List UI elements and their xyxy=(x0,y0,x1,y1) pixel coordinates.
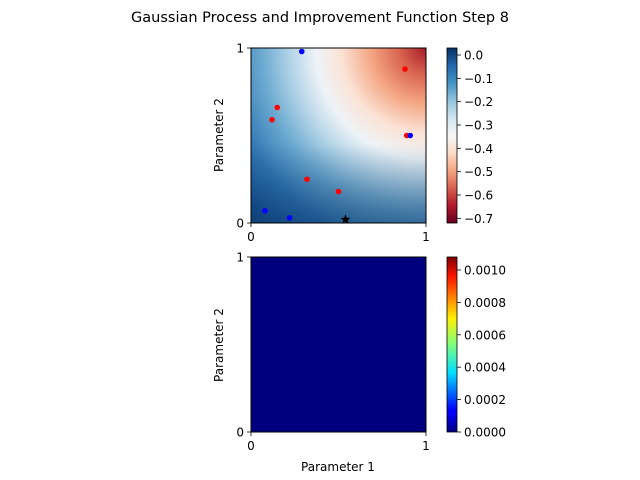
top-xtick-label: 0 xyxy=(247,230,255,244)
best-point-star-icon xyxy=(340,214,351,224)
bottom-ticks-layer: 0 1 0 1 xyxy=(236,251,429,454)
bottom-ylabel: Parameter 2 xyxy=(212,308,226,382)
top-colorbar-tick-label: −0.3 xyxy=(464,119,493,133)
red-sample-point xyxy=(335,188,342,195)
bottom-ytick-label: 1 xyxy=(236,251,244,265)
bottom-colorbar-tick-label: 0.0010 xyxy=(464,263,506,277)
bottom-xtick-label: 0 xyxy=(247,439,255,453)
top-colorbar-tick-label: −0.2 xyxy=(464,95,493,109)
bottom-colorbar-tick-label: 0.0000 xyxy=(464,426,506,440)
bottom-colorbar-tick-label: 0.0006 xyxy=(464,328,506,342)
top-colorbar-tick-label: −0.5 xyxy=(464,165,493,179)
blue-sample-point xyxy=(286,214,293,221)
top-panel: 0 1 0 1 Parameter 2 0.0 −0.1 −0.2 −0.3 −0.4 −0.5… xyxy=(212,42,493,245)
bottom-colorbar-tick-label: 0.0002 xyxy=(464,393,506,407)
bottom-axes-frame xyxy=(250,256,427,433)
top-colorbar-tick-label: −0.1 xyxy=(464,72,493,86)
top-ytick-label: 1 xyxy=(236,42,244,56)
top-points-layer xyxy=(262,48,414,224)
red-sample-point xyxy=(269,116,275,123)
bottom-xtick-label: 1 xyxy=(422,439,430,453)
red-sample-point xyxy=(274,104,281,111)
top-colorbar-tick-label: −0.4 xyxy=(464,142,493,156)
top-heatmap-shade xyxy=(251,48,426,223)
bottom-colorbar-tick-label: 0.0004 xyxy=(464,361,506,375)
bottom-colorbar-tick-label: 0.0008 xyxy=(464,296,506,310)
blue-sample-point xyxy=(262,207,268,214)
blue-sample-point xyxy=(407,132,414,139)
top-colorbar-tick-label: 0.0 xyxy=(464,49,483,63)
red-sample-point xyxy=(304,176,310,183)
figure-title: Gaussian Process and Improvement Functio… xyxy=(131,10,509,26)
top-ticks-layer: 0 1 0 1 xyxy=(236,42,429,245)
top-colorbar-tick-label: −0.7 xyxy=(464,212,493,226)
top-ylabel: Parameter 2 xyxy=(212,98,226,172)
bottom-ytick-label: 0 xyxy=(236,426,244,440)
bottom-colorbar-ticks: 0.0000 0.0002 0.0004 0.0006 0.0008 0.0010 xyxy=(457,263,506,440)
top-colorbar xyxy=(446,47,458,224)
top-colorbar-tick-label: −0.6 xyxy=(464,189,493,203)
top-axes-frame xyxy=(250,47,427,224)
bottom-heatmap xyxy=(251,257,426,432)
blue-sample-point xyxy=(298,48,305,55)
top-colorbar-ticks: 0.0 −0.1 −0.2 −0.3 −0.4 −0.5 −0.6 −0.7 xyxy=(457,49,493,226)
bottom-colorbar xyxy=(446,256,458,433)
top-xtick-label: 1 xyxy=(422,230,430,244)
top-ytick-label: 0 xyxy=(236,217,244,231)
bottom-xlabel: Parameter 1 xyxy=(301,460,375,474)
red-sample-point xyxy=(402,66,408,72)
bottom-panel: 0 101 Parameter 2 Parameter 1 0.00000.000… xyxy=(212,251,506,475)
